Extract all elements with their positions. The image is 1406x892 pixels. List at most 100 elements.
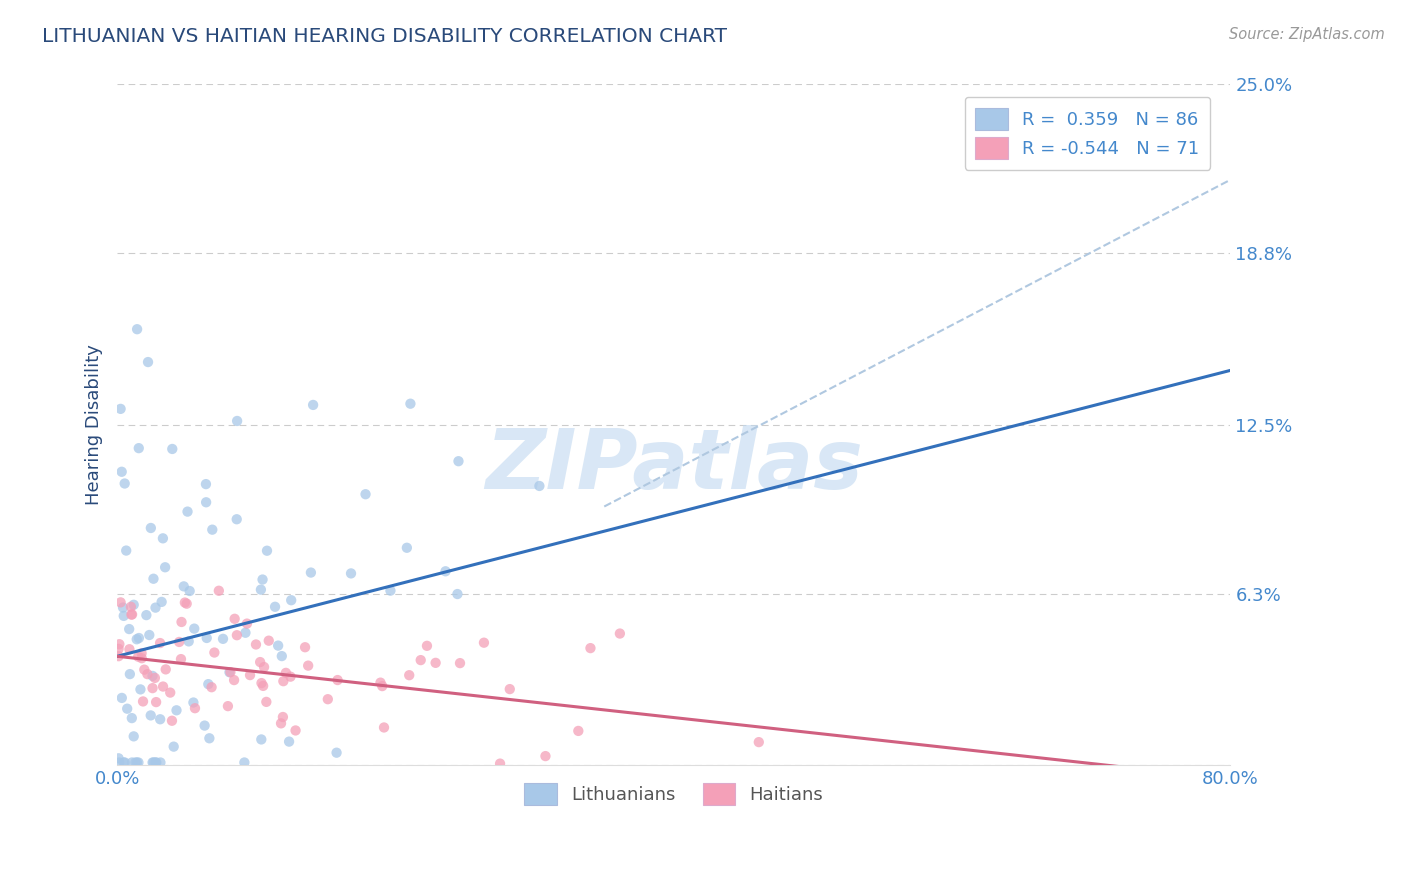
Point	[125, 756, 148, 770]
Point	[121, 711, 143, 725]
Point	[425, 656, 447, 670]
Point	[434, 564, 457, 578]
Point	[131, 646, 153, 660]
Point	[129, 682, 152, 697]
Point	[120, 607, 142, 622]
Point	[499, 682, 522, 697]
Point	[159, 685, 181, 699]
Point	[179, 584, 201, 599]
Point	[183, 622, 205, 636]
Point	[340, 566, 363, 581]
Point	[326, 673, 349, 687]
Point	[143, 671, 166, 685]
Point	[139, 708, 162, 723]
Point	[110, 595, 132, 609]
Point	[236, 616, 259, 631]
Point	[208, 583, 231, 598]
Point	[302, 398, 325, 412]
Point	[274, 665, 297, 680]
Point	[235, 625, 257, 640]
Point	[280, 593, 302, 607]
Point	[195, 631, 218, 645]
Point	[145, 600, 167, 615]
Point	[373, 721, 395, 735]
Point	[195, 495, 218, 509]
Point	[142, 756, 165, 770]
Point	[257, 633, 280, 648]
Point	[141, 681, 163, 695]
Point	[416, 639, 439, 653]
Point	[217, 699, 239, 714]
Point	[155, 662, 177, 676]
Point	[110, 401, 132, 416]
Point	[224, 612, 246, 626]
Point	[222, 673, 245, 687]
Text: ZIPatlas: ZIPatlas	[485, 425, 863, 506]
Point	[280, 670, 302, 684]
Point	[316, 692, 339, 706]
Point	[245, 638, 267, 652]
Point	[145, 756, 167, 770]
Point	[252, 679, 274, 693]
Point	[107, 751, 129, 765]
Point	[270, 649, 292, 664]
Point	[127, 649, 149, 664]
Point	[371, 679, 394, 693]
Point	[111, 465, 134, 479]
Point	[120, 599, 142, 614]
Point	[252, 573, 274, 587]
Point	[534, 749, 557, 764]
Point	[278, 734, 301, 748]
Point	[128, 441, 150, 455]
Point	[249, 655, 271, 669]
Point	[194, 718, 217, 732]
Point	[107, 641, 129, 656]
Point	[153, 560, 176, 574]
Point	[108, 756, 131, 770]
Point	[112, 756, 135, 770]
Point	[162, 442, 184, 456]
Point	[609, 626, 631, 640]
Point	[173, 596, 195, 610]
Point	[176, 505, 198, 519]
Point	[122, 598, 145, 612]
Point	[122, 730, 145, 744]
Point	[114, 476, 136, 491]
Point	[111, 690, 134, 705]
Point	[118, 622, 141, 636]
Point	[225, 628, 247, 642]
Point	[114, 756, 136, 770]
Point	[176, 597, 198, 611]
Point	[250, 732, 273, 747]
Point	[160, 714, 183, 728]
Point	[284, 723, 307, 738]
Point	[149, 712, 172, 726]
Point	[142, 572, 165, 586]
Point	[145, 756, 167, 770]
Point	[136, 667, 159, 681]
Point	[218, 665, 240, 680]
Point	[167, 635, 190, 649]
Point	[472, 636, 495, 650]
Point	[239, 668, 262, 682]
Point	[226, 414, 249, 428]
Point	[250, 676, 273, 690]
Point	[271, 710, 294, 724]
Point	[297, 658, 319, 673]
Point	[115, 543, 138, 558]
Point	[149, 756, 172, 770]
Point	[267, 639, 290, 653]
Point	[299, 566, 322, 580]
Point	[132, 694, 155, 708]
Text: LITHUANIAN VS HAITIAN HEARING DISABILITY CORRELATION CHART: LITHUANIAN VS HAITIAN HEARING DISABILITY…	[42, 27, 727, 45]
Point	[273, 674, 295, 689]
Point	[118, 667, 141, 681]
Point	[112, 608, 135, 623]
Point	[115, 701, 138, 715]
Point	[354, 487, 377, 501]
Point	[108, 637, 131, 651]
Point	[121, 756, 143, 770]
Point	[233, 756, 256, 770]
Point	[170, 615, 193, 629]
Point	[131, 651, 153, 665]
